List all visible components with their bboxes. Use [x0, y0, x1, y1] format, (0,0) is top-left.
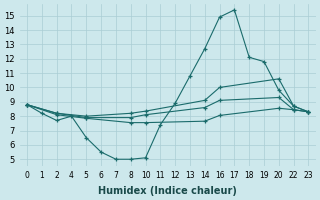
X-axis label: Humidex (Indice chaleur): Humidex (Indice chaleur): [98, 186, 237, 196]
